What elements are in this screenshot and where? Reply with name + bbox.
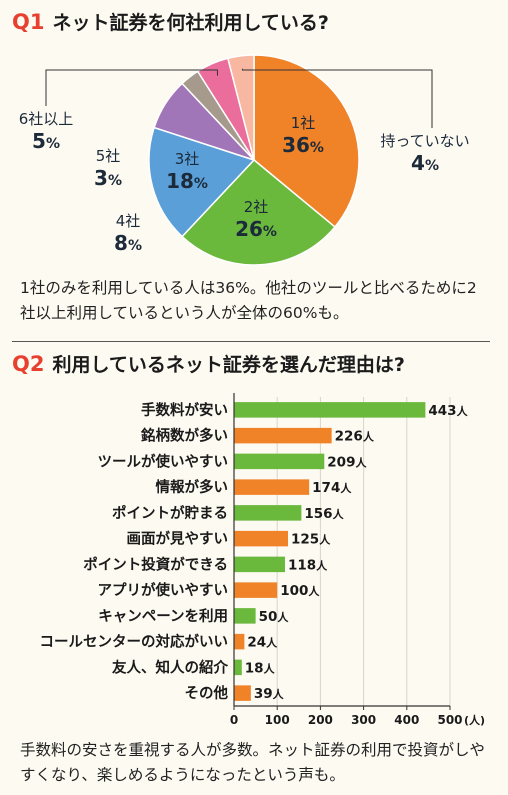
- pie-label-category: 持っていない: [380, 132, 469, 150]
- q2-summary-text: 手数料の安さを重視する人が多数。ネット証券の利用で投資がしやすくなり、楽しめるよ…: [20, 741, 485, 784]
- pie-label-value: 18%: [166, 169, 208, 193]
- category-label: 手数料が安い: [141, 401, 228, 419]
- category-label: アプリが使いやすい: [98, 581, 229, 599]
- bar: [234, 659, 242, 676]
- category-label: その他: [185, 684, 229, 702]
- pie-label-value: 3%: [94, 166, 122, 190]
- value-label: 50人: [259, 609, 290, 625]
- category-label: 画面が見やすい: [127, 530, 229, 548]
- value-label: 24人: [247, 635, 278, 651]
- category-label: キャンペーンを利用: [98, 607, 228, 625]
- x-tick-label: 500: [437, 713, 462, 727]
- x-tick-label: 400: [394, 713, 419, 727]
- bar: [234, 633, 245, 650]
- value-label: 226人: [335, 429, 375, 445]
- category-label: 友人、知人の紹介: [112, 658, 228, 676]
- value-label: 100人: [280, 583, 320, 599]
- value-label: 174人: [312, 480, 352, 496]
- pie-slice: [148, 126, 256, 238]
- category-label: ポイントが貯まる: [112, 504, 228, 522]
- pie-label-value: 8%: [114, 231, 142, 255]
- q1-title: Q1 ネット証券を何社利用している?: [12, 8, 329, 35]
- value-label: 125人: [291, 532, 331, 548]
- value-label: 209人: [327, 454, 367, 470]
- pie-slice: [253, 54, 360, 228]
- pie-label-category: 4社: [116, 212, 141, 230]
- value-label: 156人: [304, 506, 344, 522]
- q2-question: 利用しているネット証券を選んだ理由は?: [52, 354, 405, 376]
- bar: [234, 479, 310, 495]
- bar: [234, 427, 332, 444]
- pie-label-value: 36%: [282, 133, 324, 157]
- category-label: 銘柄数が多い: [141, 427, 228, 445]
- value-label: 18人: [245, 660, 276, 676]
- bar: [234, 582, 278, 598]
- bar: [234, 556, 285, 573]
- category-label: コールセンターの対応がいい: [40, 633, 229, 651]
- pie-label-category: 2社: [244, 198, 269, 216]
- pie-label-value: 4%: [411, 151, 439, 175]
- x-tick-label: 100: [265, 713, 290, 727]
- x-tick-label: 0: [230, 713, 238, 727]
- pie-label: 4社8%: [114, 212, 142, 255]
- q1-question: ネット証券を何社利用している?: [52, 12, 329, 34]
- value-label: 39人: [254, 686, 285, 702]
- category-label: ツールが使いやすい: [98, 452, 229, 470]
- section-divider: [12, 341, 490, 342]
- bar: [234, 685, 251, 701]
- pie-label-value: 5%: [32, 129, 60, 153]
- value-label: 118人: [288, 557, 328, 573]
- pie-label: 5社3%: [94, 147, 122, 190]
- bar: [234, 453, 325, 470]
- value-label: 443人: [428, 403, 468, 419]
- leader-line: [241, 68, 433, 128]
- pie-label-category: 6社以上: [19, 110, 74, 128]
- category-label: ポイント投資ができる: [83, 555, 228, 573]
- pie-slice: [181, 158, 336, 266]
- pie-slice: [226, 54, 255, 161]
- q1-summary-text: 1社のみを利用している人は36%。他社のツールと比べるために2社以上利用している…: [20, 279, 477, 322]
- pie-label-value: 26%: [235, 217, 277, 241]
- x-axis-unit: (人): [464, 713, 485, 727]
- pie-label-category: 5社: [96, 147, 121, 165]
- pie-label-category: 1社: [291, 114, 316, 132]
- q2-title: Q2 利用しているネット証券を選んだ理由は?: [12, 350, 405, 377]
- x-tick-label: 300: [351, 713, 376, 727]
- bar: [234, 505, 302, 521]
- q2-number: Q2: [12, 352, 45, 376]
- x-tick-label: 200: [308, 713, 333, 727]
- bar: [234, 608, 256, 624]
- category-label: 情報が多い: [156, 478, 229, 496]
- leader-line: [45, 69, 218, 106]
- bar: [234, 402, 426, 418]
- bar: [234, 530, 288, 547]
- q1-number: Q1: [12, 10, 45, 34]
- pie-label-category: 3社: [175, 150, 200, 168]
